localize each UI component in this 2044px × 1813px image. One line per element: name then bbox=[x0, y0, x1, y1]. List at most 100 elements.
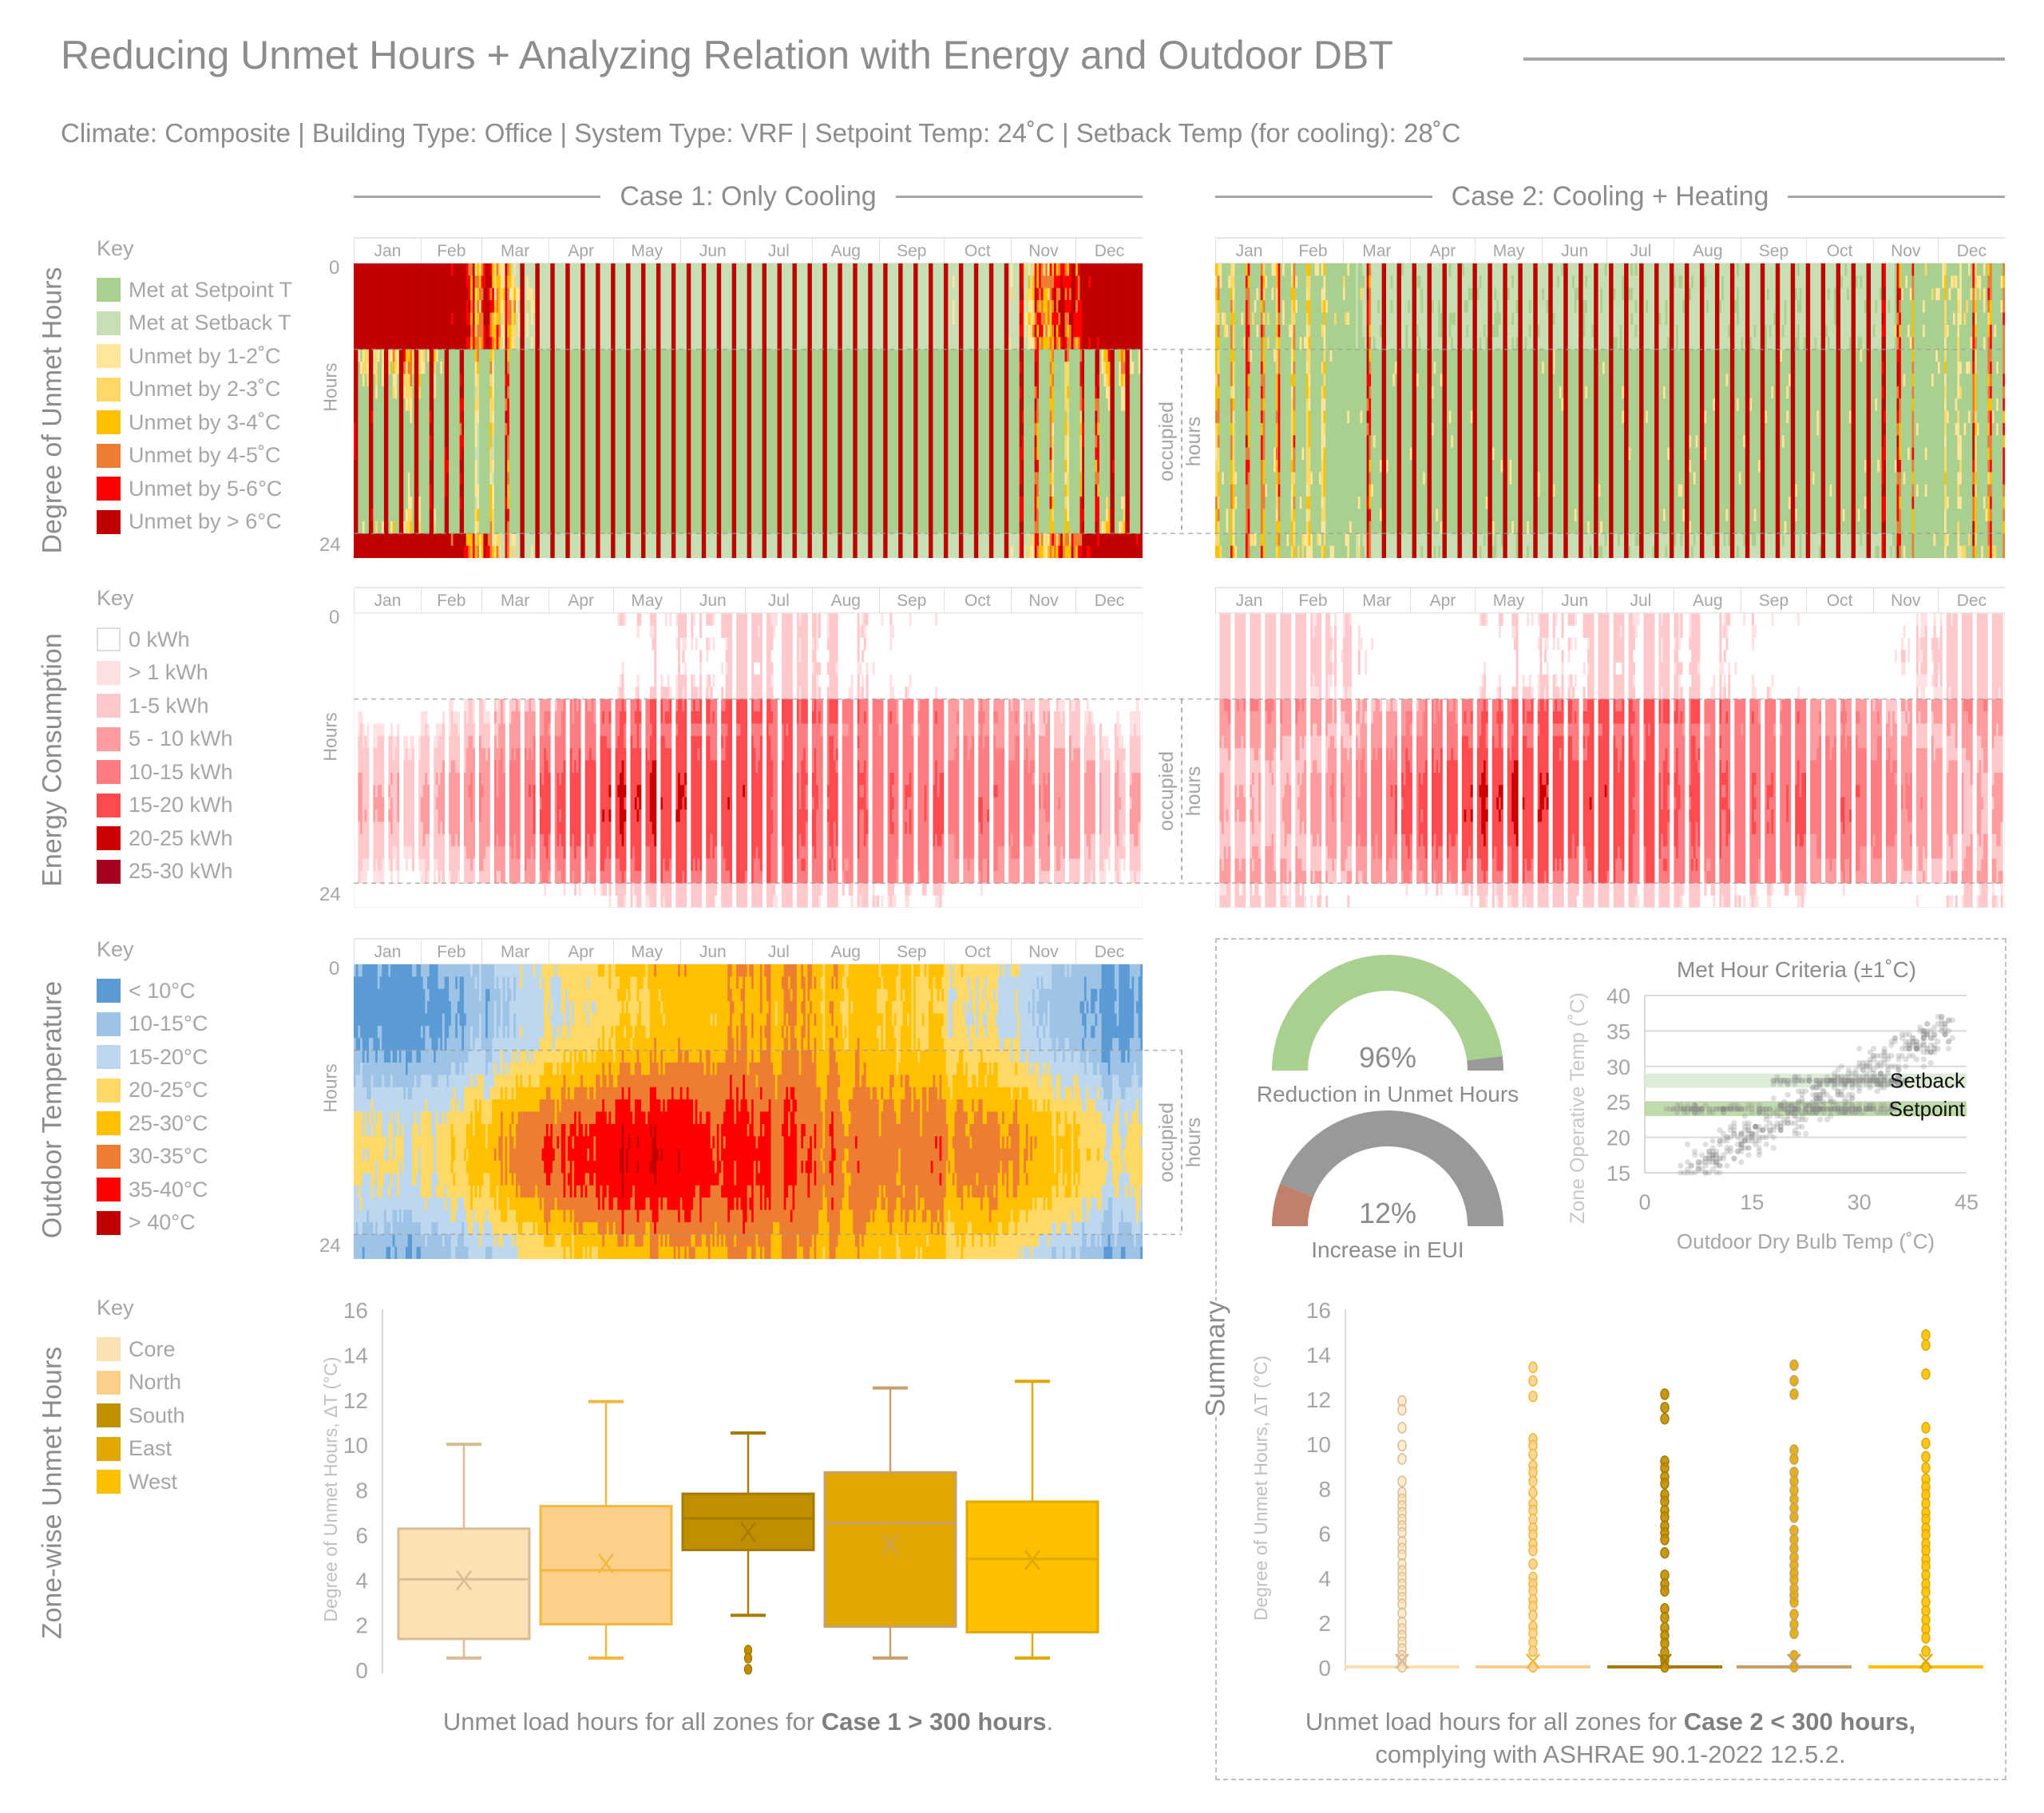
heatmap-cell bbox=[1101, 374, 1104, 522]
heatmap-cell bbox=[1125, 263, 1128, 558]
heatmap-cell bbox=[621, 349, 624, 534]
heatmap-cell bbox=[493, 735, 497, 761]
heatmap-cell bbox=[1052, 300, 1055, 313]
heatmap-cell bbox=[1987, 275, 1991, 289]
heatmap-cell bbox=[470, 349, 473, 534]
heatmap-cell bbox=[744, 613, 747, 699]
heatmap-cell bbox=[358, 711, 361, 737]
heatmap-cell bbox=[487, 533, 490, 546]
heatmap-cell bbox=[818, 711, 822, 724]
heatmap-cell bbox=[1107, 386, 1111, 411]
heatmap-cell bbox=[1241, 312, 1244, 326]
heatmap-cell bbox=[470, 263, 473, 276]
heatmap-cell bbox=[835, 772, 838, 847]
heatmap-cell bbox=[1019, 447, 1022, 485]
heatmap-cell bbox=[1045, 821, 1048, 872]
heatmap-cell bbox=[957, 723, 960, 737]
heatmap-cell bbox=[1369, 521, 1372, 558]
heatmap-cell bbox=[844, 870, 847, 884]
legend-label: 30-35°C bbox=[129, 1144, 208, 1168]
heatmap-cell bbox=[403, 349, 406, 362]
heatmap-cell bbox=[457, 533, 460, 558]
heatmap-cell bbox=[1092, 263, 1095, 350]
heatmap-cell bbox=[881, 263, 884, 350]
heatmap-cell bbox=[425, 772, 428, 835]
heatmap-cell bbox=[1308, 374, 1311, 387]
heatmap-cell bbox=[859, 785, 862, 798]
legend-swatch bbox=[97, 1144, 121, 1169]
heatmap-cell bbox=[952, 324, 955, 350]
heatmap-cell bbox=[554, 349, 557, 534]
heatmap-cell bbox=[1278, 472, 1281, 485]
heatmap-cell bbox=[768, 699, 771, 724]
heatmap-cell bbox=[667, 263, 670, 350]
heatmap-cell bbox=[1559, 398, 1562, 534]
heatmap-cell bbox=[1676, 263, 1679, 326]
heatmap-cell bbox=[481, 699, 484, 749]
heatmap-cell bbox=[390, 349, 394, 362]
heatmap-cell bbox=[963, 699, 966, 737]
heatmap-cell bbox=[1899, 545, 1902, 558]
heatmap-cell bbox=[1049, 349, 1052, 362]
heatmap-cell bbox=[634, 895, 637, 908]
heatmap-cell bbox=[1814, 533, 1817, 558]
heatmap-cell bbox=[1267, 846, 1270, 884]
heatmap-cell bbox=[386, 263, 389, 558]
heatmap-cell bbox=[422, 735, 426, 786]
heatmap-cell bbox=[924, 533, 927, 558]
heatmap-cell bbox=[1114, 870, 1117, 884]
heatmap-cell bbox=[1247, 337, 1250, 362]
heatmap-cell bbox=[541, 699, 545, 737]
heatmap-cell bbox=[1414, 263, 1417, 558]
heatmap-cell bbox=[1319, 484, 1322, 534]
heatmap-cell bbox=[1753, 337, 1757, 350]
heatmap-cell bbox=[1723, 545, 1726, 558]
heatmap-cell bbox=[684, 785, 687, 798]
heatmap-cell bbox=[602, 870, 605, 884]
heatmap-cell bbox=[533, 300, 536, 313]
heatmap-cell bbox=[1967, 545, 1971, 558]
heatmap-cell bbox=[712, 349, 715, 534]
heatmap-cell bbox=[360, 374, 363, 534]
heatmap-cell bbox=[755, 772, 759, 847]
heatmap-cell bbox=[472, 349, 475, 534]
heatmap-cell bbox=[1366, 435, 1369, 497]
heatmap-cell bbox=[619, 687, 622, 699]
heatmap-cell bbox=[980, 349, 984, 534]
heatmap-cell bbox=[1301, 460, 1305, 534]
heatmap-cell bbox=[961, 263, 964, 558]
heatmap-cell bbox=[465, 533, 469, 546]
heatmap-cell bbox=[935, 349, 938, 534]
heatmap-cell bbox=[1107, 263, 1111, 350]
heatmap-cell bbox=[1946, 545, 1949, 558]
heatmap-cell bbox=[539, 263, 542, 350]
heatmap-cell bbox=[664, 613, 667, 626]
heatmap-cell bbox=[1987, 497, 1991, 522]
heatmap-cell bbox=[1946, 263, 1949, 326]
heatmap-cell bbox=[1656, 263, 1659, 558]
heatmap-cell bbox=[1896, 337, 1899, 350]
heatmap-cell bbox=[1230, 300, 1234, 313]
heatmap-cell bbox=[1996, 410, 1999, 424]
heatmap-cell bbox=[545, 760, 549, 859]
heatmap-cell bbox=[1827, 337, 1830, 534]
heatmap-cell bbox=[1600, 349, 1603, 522]
heatmap-cell bbox=[1515, 300, 1519, 313]
heatmap-cell bbox=[695, 699, 698, 712]
heatmap-cell bbox=[1323, 362, 1326, 374]
heatmap-cell bbox=[1289, 785, 1292, 835]
heatmap-cell bbox=[835, 723, 838, 749]
heatmap-cell bbox=[1247, 447, 1250, 461]
heatmap-cell bbox=[1134, 723, 1137, 774]
heatmap-cell bbox=[1946, 410, 1949, 424]
heatmap-cell bbox=[1987, 386, 1991, 399]
heatmap-cell bbox=[578, 748, 581, 847]
heatmap-cell bbox=[505, 287, 508, 301]
heatmap-cell bbox=[1552, 533, 1555, 558]
heatmap-cell bbox=[1911, 533, 1915, 558]
heatmap-cell bbox=[1308, 509, 1311, 522]
heatmap-cell bbox=[818, 662, 822, 675]
heatmap-cell bbox=[1559, 533, 1562, 558]
heatmap-cell bbox=[969, 699, 972, 749]
heatmap-cell bbox=[422, 362, 426, 374]
